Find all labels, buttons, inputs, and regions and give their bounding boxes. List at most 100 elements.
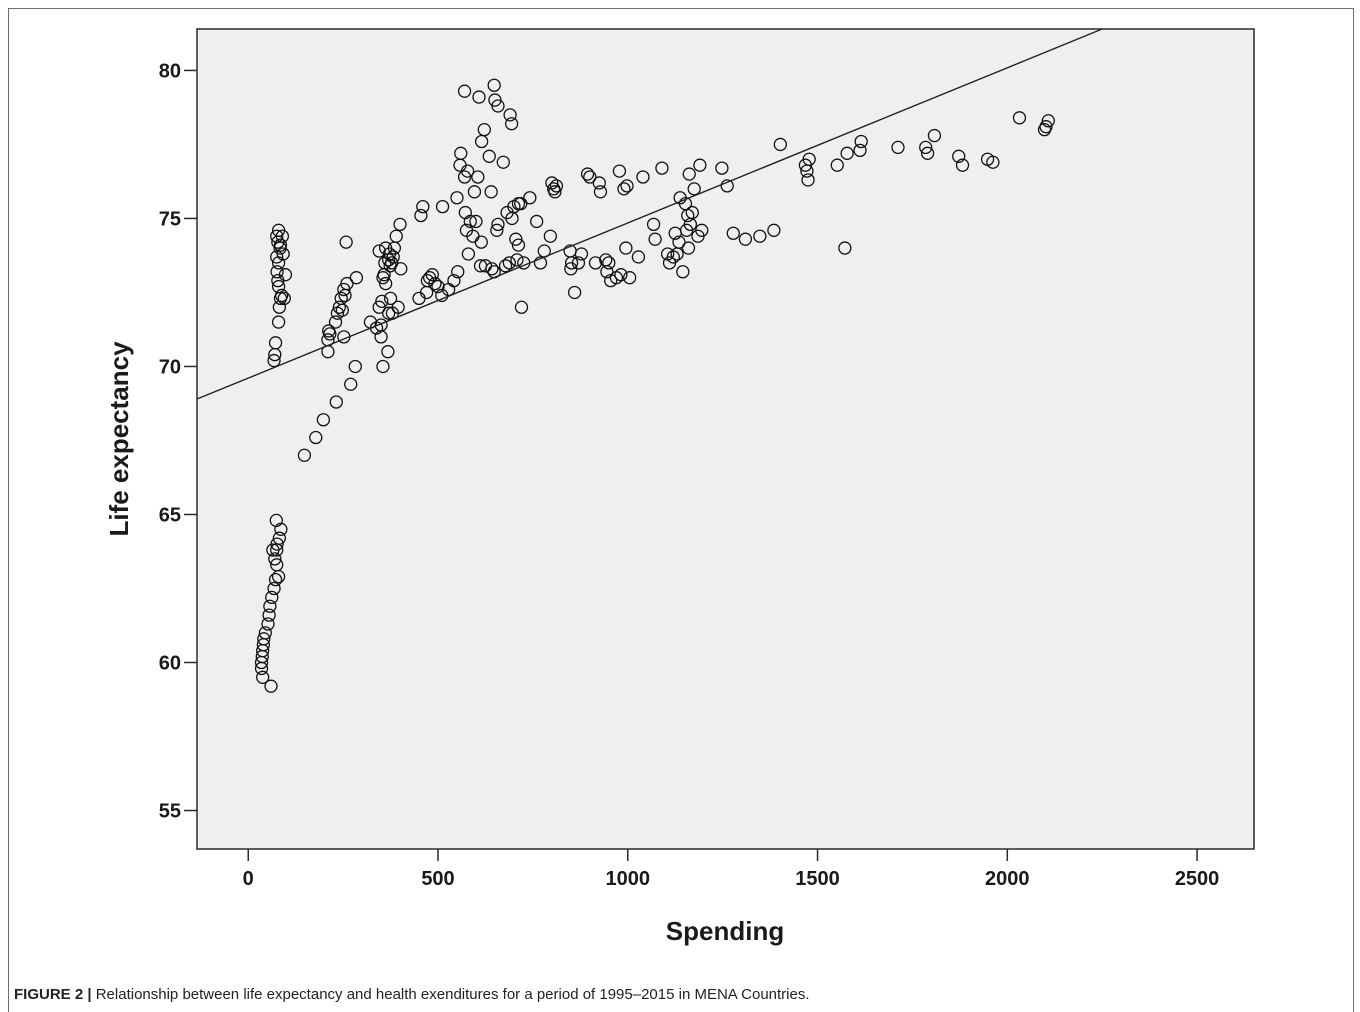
data-point xyxy=(491,217,505,232)
data-point xyxy=(891,140,905,155)
x-axis-title: Spending xyxy=(666,916,784,946)
data-point xyxy=(447,273,461,288)
data-point xyxy=(376,359,390,374)
data-point xyxy=(348,359,362,374)
data-point xyxy=(840,146,854,160)
data-point xyxy=(278,268,293,282)
y-tick-label: 65 xyxy=(159,504,181,526)
data-point xyxy=(681,241,696,255)
data-point xyxy=(564,256,579,270)
data-point xyxy=(802,152,816,166)
data-point xyxy=(588,256,603,270)
data-point xyxy=(435,199,450,214)
data-point xyxy=(482,149,496,163)
data-point xyxy=(451,265,465,279)
data-point xyxy=(1012,111,1027,125)
data-point xyxy=(986,155,1000,169)
data-point xyxy=(623,271,637,285)
data-point xyxy=(309,430,323,445)
caption-text: Relationship between life expectancy and… xyxy=(95,986,810,1003)
data-point xyxy=(853,143,867,158)
data-point xyxy=(261,617,275,631)
data-point xyxy=(270,229,284,243)
data-point xyxy=(549,179,564,193)
data-point xyxy=(631,250,646,264)
data-point xyxy=(375,294,389,308)
data-point xyxy=(773,137,787,152)
data-point xyxy=(1041,114,1055,128)
fit-line xyxy=(196,28,1103,400)
data-point xyxy=(920,146,935,160)
data-point xyxy=(687,182,701,196)
data-points xyxy=(254,78,1055,693)
x-tick-label: 1500 xyxy=(795,868,840,890)
data-point xyxy=(469,214,483,229)
data-point xyxy=(297,448,312,462)
data-point xyxy=(838,241,852,255)
data-point xyxy=(530,214,544,229)
data-point xyxy=(457,84,472,98)
data-point xyxy=(273,241,287,255)
data-point xyxy=(685,205,699,220)
data-point xyxy=(801,173,815,187)
data-point xyxy=(270,537,284,551)
data-point xyxy=(264,679,278,693)
data-point xyxy=(270,265,284,279)
data-point xyxy=(340,276,354,291)
data-point xyxy=(268,552,282,566)
data-point xyxy=(655,161,669,175)
data-point xyxy=(767,223,781,237)
data-point xyxy=(383,291,398,306)
data-point xyxy=(270,250,284,264)
y-tick-label: 75 xyxy=(159,208,181,230)
data-point xyxy=(720,179,734,193)
data-point xyxy=(955,158,970,172)
data-point xyxy=(503,108,517,122)
data-point xyxy=(487,78,501,92)
data-point xyxy=(428,276,442,291)
y-tick-label: 60 xyxy=(159,653,181,675)
data-point xyxy=(332,300,346,314)
data-point xyxy=(268,336,283,350)
data-point xyxy=(383,259,397,273)
data-point xyxy=(682,167,696,181)
data-point xyxy=(753,229,767,243)
data-point xyxy=(268,572,283,587)
data-point xyxy=(583,170,597,184)
data-point xyxy=(523,191,537,205)
data-point xyxy=(265,590,279,605)
plot-area xyxy=(196,28,1255,850)
x-tick-label: 0 xyxy=(243,868,254,890)
data-point xyxy=(693,158,707,172)
data-point xyxy=(514,197,528,211)
data-point xyxy=(574,247,589,261)
data-point xyxy=(263,599,277,613)
data-point xyxy=(676,265,690,279)
data-point xyxy=(567,285,582,300)
data-point xyxy=(715,161,729,175)
data-point xyxy=(271,315,286,329)
data-point xyxy=(270,558,284,572)
data-point xyxy=(491,99,505,113)
data-point xyxy=(272,531,287,545)
data-point xyxy=(461,247,476,261)
data-point xyxy=(344,377,358,391)
data-point xyxy=(450,191,464,205)
data-point xyxy=(472,90,486,104)
data-point xyxy=(511,238,526,252)
data-point xyxy=(646,217,661,232)
data-point xyxy=(474,235,488,249)
data-point xyxy=(267,581,281,596)
y-axis-title: Life expectancy xyxy=(104,341,134,537)
data-point xyxy=(620,179,634,193)
data-point xyxy=(377,268,391,282)
data-point xyxy=(514,300,529,314)
data-point xyxy=(602,256,616,270)
data-point xyxy=(372,244,386,258)
scatter-chart: 55 60 65 70 75 80 0 500 1000 1500 2000 2500 Spendi… xyxy=(104,28,1255,946)
x-tick-label: 500 xyxy=(421,868,454,890)
data-point xyxy=(374,318,388,332)
data-point xyxy=(460,164,475,178)
data-point xyxy=(919,140,933,155)
caption-label: FIGURE 2 | xyxy=(14,986,92,1003)
